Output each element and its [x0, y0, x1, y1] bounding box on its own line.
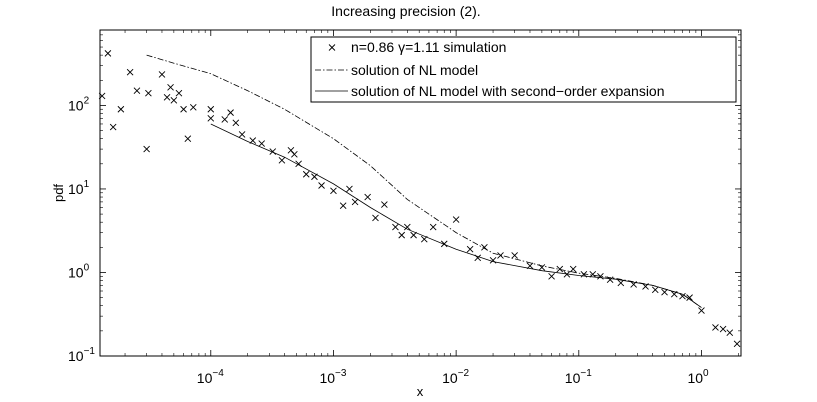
data-point	[98, 92, 106, 100]
legend-label-simulation: n=0.86 γ=1.11 simulation	[351, 39, 506, 55]
data-point	[291, 150, 298, 158]
data-point	[221, 116, 229, 123]
plot-area	[98, 50, 741, 348]
series-line-nl-model	[146, 54, 702, 308]
data-point	[227, 109, 234, 116]
data-point	[126, 68, 134, 76]
data-point	[686, 294, 693, 301]
x-axis-ticks: 10−4 10−3 10−2 10−1 100	[124, 30, 739, 386]
data-point	[403, 223, 411, 231]
data-point	[726, 329, 734, 337]
data-point	[133, 87, 141, 95]
y-tick-label: 10−1	[68, 346, 95, 364]
data-point	[143, 145, 150, 153]
data-point	[364, 193, 371, 201]
data-point	[180, 105, 187, 113]
data-point	[398, 231, 406, 239]
data-point	[302, 170, 310, 178]
data-point	[170, 97, 178, 104]
legend-label-nl-model: solution of NL model	[351, 62, 478, 78]
x-tick-label: 10−4	[197, 368, 224, 386]
data-point	[258, 140, 266, 147]
data-point	[698, 307, 705, 314]
y-axis-ticks: 10−1 100 101 102	[68, 29, 741, 364]
x-tick-label: 10−2	[442, 368, 469, 386]
legend-marker-simulation	[328, 44, 336, 51]
data-point	[466, 245, 474, 253]
data-point	[330, 187, 337, 195]
data-point	[617, 279, 625, 287]
data-point	[318, 182, 325, 189]
data-point	[392, 223, 399, 231]
data-point	[597, 272, 604, 280]
data-point	[661, 288, 668, 296]
data-point	[184, 135, 192, 142]
data-point	[339, 202, 347, 210]
y-tick-label: 101	[68, 179, 90, 197]
data-point	[207, 115, 215, 122]
legend: n=0.86 γ=1.11 simulation solution of NL …	[310, 36, 737, 103]
data-point	[351, 198, 359, 206]
data-point	[346, 185, 353, 193]
data-point	[569, 265, 577, 273]
data-point	[145, 89, 152, 97]
data-point	[158, 71, 166, 78]
chart-title: Increasing precision (2).	[331, 3, 480, 19]
data-point	[381, 201, 388, 208]
data-point	[269, 148, 277, 155]
data-point	[440, 240, 448, 248]
data-point	[556, 265, 564, 273]
data-point	[238, 131, 246, 138]
x-axis-label: x	[417, 384, 424, 399]
data-point	[175, 89, 183, 97]
legend-label-second-order: solution of NL model with second−order e…	[351, 83, 665, 99]
data-point	[548, 272, 555, 280]
data-point	[232, 119, 240, 127]
data-point	[511, 252, 518, 259]
data-point	[679, 292, 686, 300]
data-point	[712, 324, 719, 331]
x-tick-label: 10−3	[319, 368, 346, 386]
data-point	[410, 231, 417, 239]
data-point	[278, 157, 286, 164]
x-tick-label: 100	[687, 368, 709, 386]
data-point	[189, 103, 197, 111]
data-point	[452, 216, 460, 223]
y-tick-label: 100	[68, 262, 90, 280]
y-axis-label: pdf	[51, 184, 66, 202]
data-point	[372, 214, 379, 222]
data-point	[104, 50, 112, 57]
data-point	[117, 105, 125, 113]
data-point	[207, 105, 215, 113]
data-point	[733, 340, 741, 348]
data-point	[651, 286, 659, 294]
data-point	[109, 123, 117, 131]
y-tick-label: 102	[68, 95, 90, 113]
data-point	[719, 325, 727, 333]
x-tick-label: 10−1	[565, 368, 592, 386]
data-point	[167, 83, 174, 91]
legend-box	[310, 36, 737, 103]
data-point	[163, 94, 171, 101]
series-line-second-order	[210, 123, 702, 308]
data-point	[429, 223, 437, 231]
